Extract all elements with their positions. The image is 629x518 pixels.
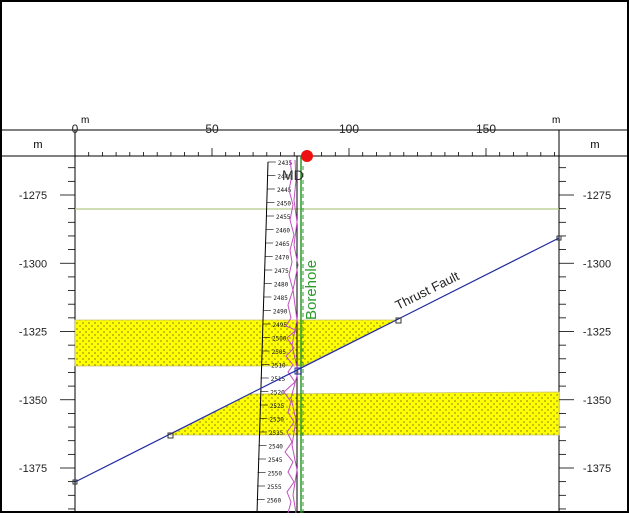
left-unit-label: m	[33, 139, 42, 151]
md-depth-label: 2555	[267, 484, 282, 491]
md-depth-label: 2530	[269, 417, 284, 424]
md-depth-label: 2520	[270, 390, 285, 397]
md-depth-label: 2440	[277, 174, 292, 181]
top-axis-tick-label: 50	[205, 122, 219, 136]
md-depth-label: 2470	[275, 255, 290, 262]
md-depth-label: 2480	[274, 282, 289, 289]
log-curve	[283, 159, 297, 514]
right-depth-label: -1325	[583, 327, 611, 339]
md-depth-label: 2490	[273, 309, 288, 316]
thrust-fault-label: Thrust Fault	[393, 268, 462, 313]
top-axis-tick-label: 0	[72, 122, 79, 136]
md-depth-label: 2455	[276, 214, 291, 221]
yellow-layer-upper[interactable]	[74, 319, 397, 367]
md-depth-label: 2450	[276, 201, 291, 208]
right-unit-label: m	[590, 139, 599, 151]
md-depth-label: 2535	[269, 430, 284, 437]
md-depth-label: 2550	[268, 471, 283, 478]
md-depth-label: 2465	[275, 241, 290, 248]
right-depth-label: -1300	[583, 258, 611, 270]
top-right-unit-label: m	[552, 115, 560, 126]
top-left-unit-label: m	[81, 115, 89, 126]
log-curve-2	[290, 159, 299, 514]
md-depth-label: 2475	[274, 268, 289, 275]
left-depth-label: -1300	[19, 258, 47, 270]
right-depth-label: -1375	[583, 463, 611, 475]
top-axis-tick-label: 100	[339, 122, 359, 136]
md-depth-label: 2525	[270, 403, 285, 410]
md-depth-label: 2485	[273, 295, 288, 302]
md-depth-label: 2500	[272, 336, 287, 343]
yellow-layer-lower[interactable]	[169, 391, 560, 436]
md-depth-label: 2445	[277, 187, 292, 194]
md-depth-track: 2435 2440 2445 2450 2455 2460 2465 2470 2475 2480…	[256, 156, 299, 514]
left-depth-label: -1375	[19, 463, 47, 475]
right-depth-label: -1275	[583, 190, 611, 202]
md-depth-label: 2540	[268, 444, 283, 451]
left-depth-label: -1350	[19, 395, 47, 407]
md-depth-label: 2545	[268, 457, 283, 464]
top-axis-tick-label: 150	[476, 122, 496, 136]
right-depth-label: -1350	[583, 395, 611, 407]
thrust-fault-line[interactable]	[74, 237, 560, 483]
md-label: MD	[282, 167, 304, 183]
md-depth-label: 2495	[272, 322, 287, 329]
md-depth-label: 2505	[272, 349, 287, 356]
md-depth-label: 2435	[278, 160, 293, 167]
borehole-label: Borehole	[303, 260, 320, 320]
md-marker[interactable]	[301, 150, 313, 162]
md-depth-label: 2460	[276, 228, 291, 235]
left-depth-label: -1275	[19, 190, 47, 202]
fault-vertex-markers	[72, 235, 562, 485]
md-depth-label: 2560	[267, 498, 282, 505]
md-depth-label: 2510	[271, 363, 286, 370]
left-depth-label: -1325	[19, 327, 47, 339]
